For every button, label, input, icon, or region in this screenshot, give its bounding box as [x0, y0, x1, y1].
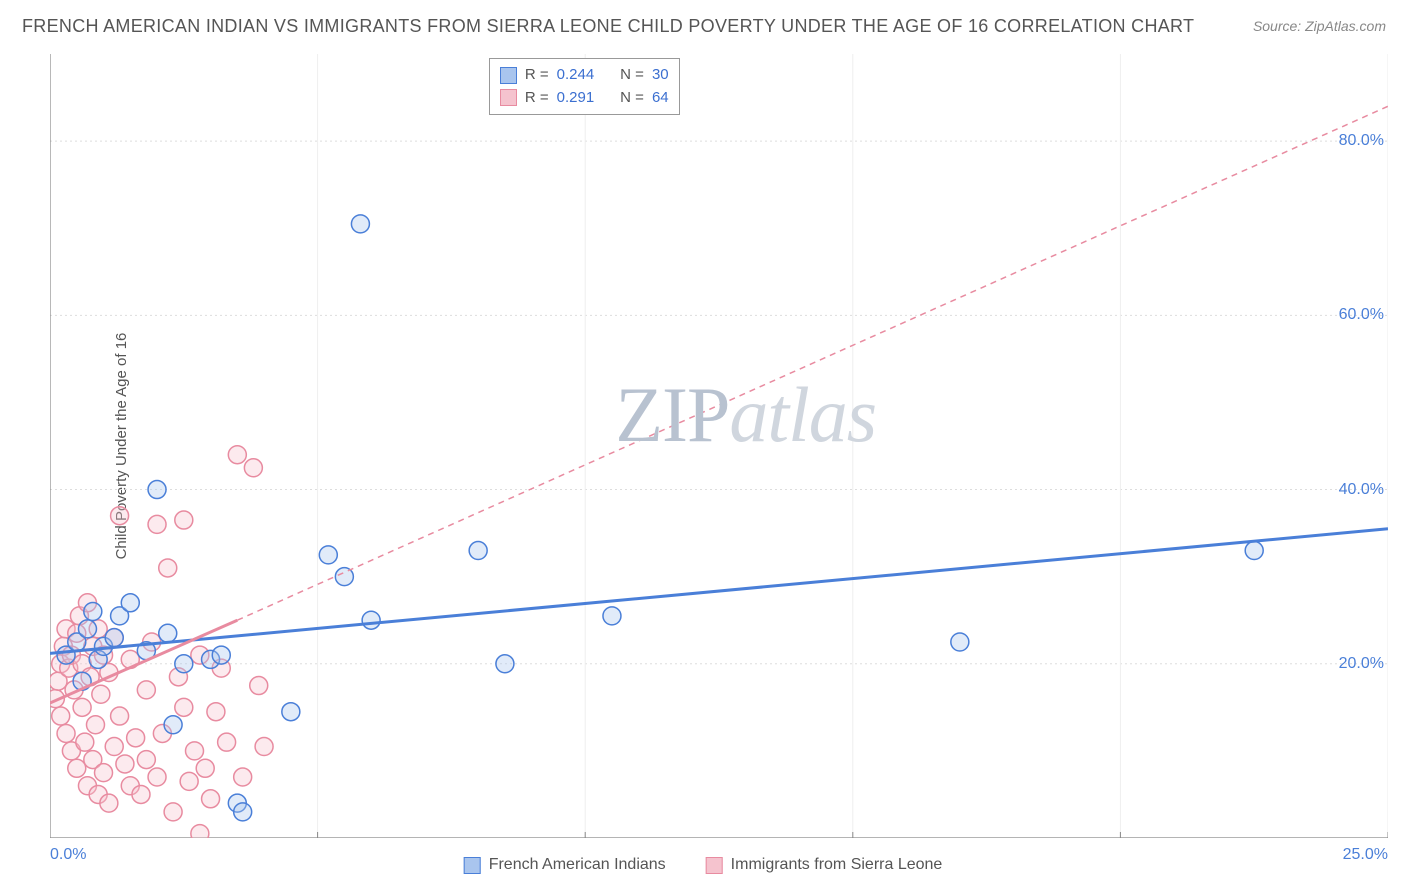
legend-swatch [500, 67, 517, 84]
legend-row: R = 0.244 N = 30 [500, 64, 669, 87]
legend-item: Immigrants from Sierra Leone [706, 856, 943, 874]
y-tick-label: 60.0% [1339, 306, 1384, 324]
legend-swatch [500, 89, 517, 106]
legend-r-label: R = [525, 87, 549, 110]
legend-label: Immigrants from Sierra Leone [731, 856, 943, 874]
chart-area: ZIPatlas R =0.244N =30R = 0.291N =64 [50, 54, 1388, 838]
legend-item: French American Indians [464, 856, 666, 874]
legend-label: French American Indians [489, 856, 666, 874]
legend-n-value: 64 [652, 87, 669, 110]
legend-r-label: R = [525, 64, 549, 87]
chart-title: FRENCH AMERICAN INDIAN VS IMMIGRANTS FRO… [22, 16, 1194, 37]
x-tick-label: 25.0% [1343, 846, 1388, 864]
legend-n-label: N = [620, 64, 644, 87]
scatter-plot [50, 54, 1388, 838]
legend-swatch [706, 857, 723, 874]
legend-n-value: 30 [652, 64, 669, 87]
y-tick-label: 40.0% [1339, 481, 1384, 499]
source-label: Source: ZipAtlas.com [1253, 18, 1386, 34]
y-tick-label: 80.0% [1339, 132, 1384, 150]
legend-row: R = 0.291 N = 64 [500, 87, 669, 110]
x-tick-label: 0.0% [50, 846, 86, 864]
legend-r-value: 0.244 [557, 64, 595, 87]
legend-r-value: 0.291 [557, 87, 595, 110]
legend-swatch [464, 857, 481, 874]
legend-n-label: N = [620, 87, 644, 110]
series-legend: French American Indians Immigrants from S… [464, 856, 943, 874]
correlation-legend: R = 0.244 N = 30 R = 0.291 N = 64 [489, 58, 680, 115]
y-tick-label: 20.0% [1339, 655, 1384, 673]
